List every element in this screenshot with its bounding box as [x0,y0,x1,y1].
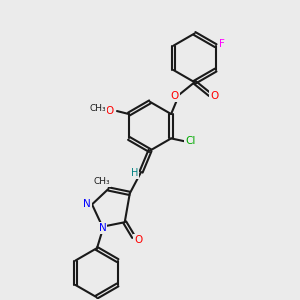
Text: O: O [105,106,114,116]
Text: Cl: Cl [185,136,196,146]
Text: CH₃: CH₃ [90,103,106,112]
Text: F: F [219,39,225,49]
Text: N: N [83,199,91,209]
Text: O: O [170,91,179,101]
Text: H: H [131,168,138,178]
Text: N: N [99,223,106,233]
Text: O: O [210,91,219,101]
Text: O: O [134,235,142,245]
Text: CH₃: CH₃ [94,177,110,186]
